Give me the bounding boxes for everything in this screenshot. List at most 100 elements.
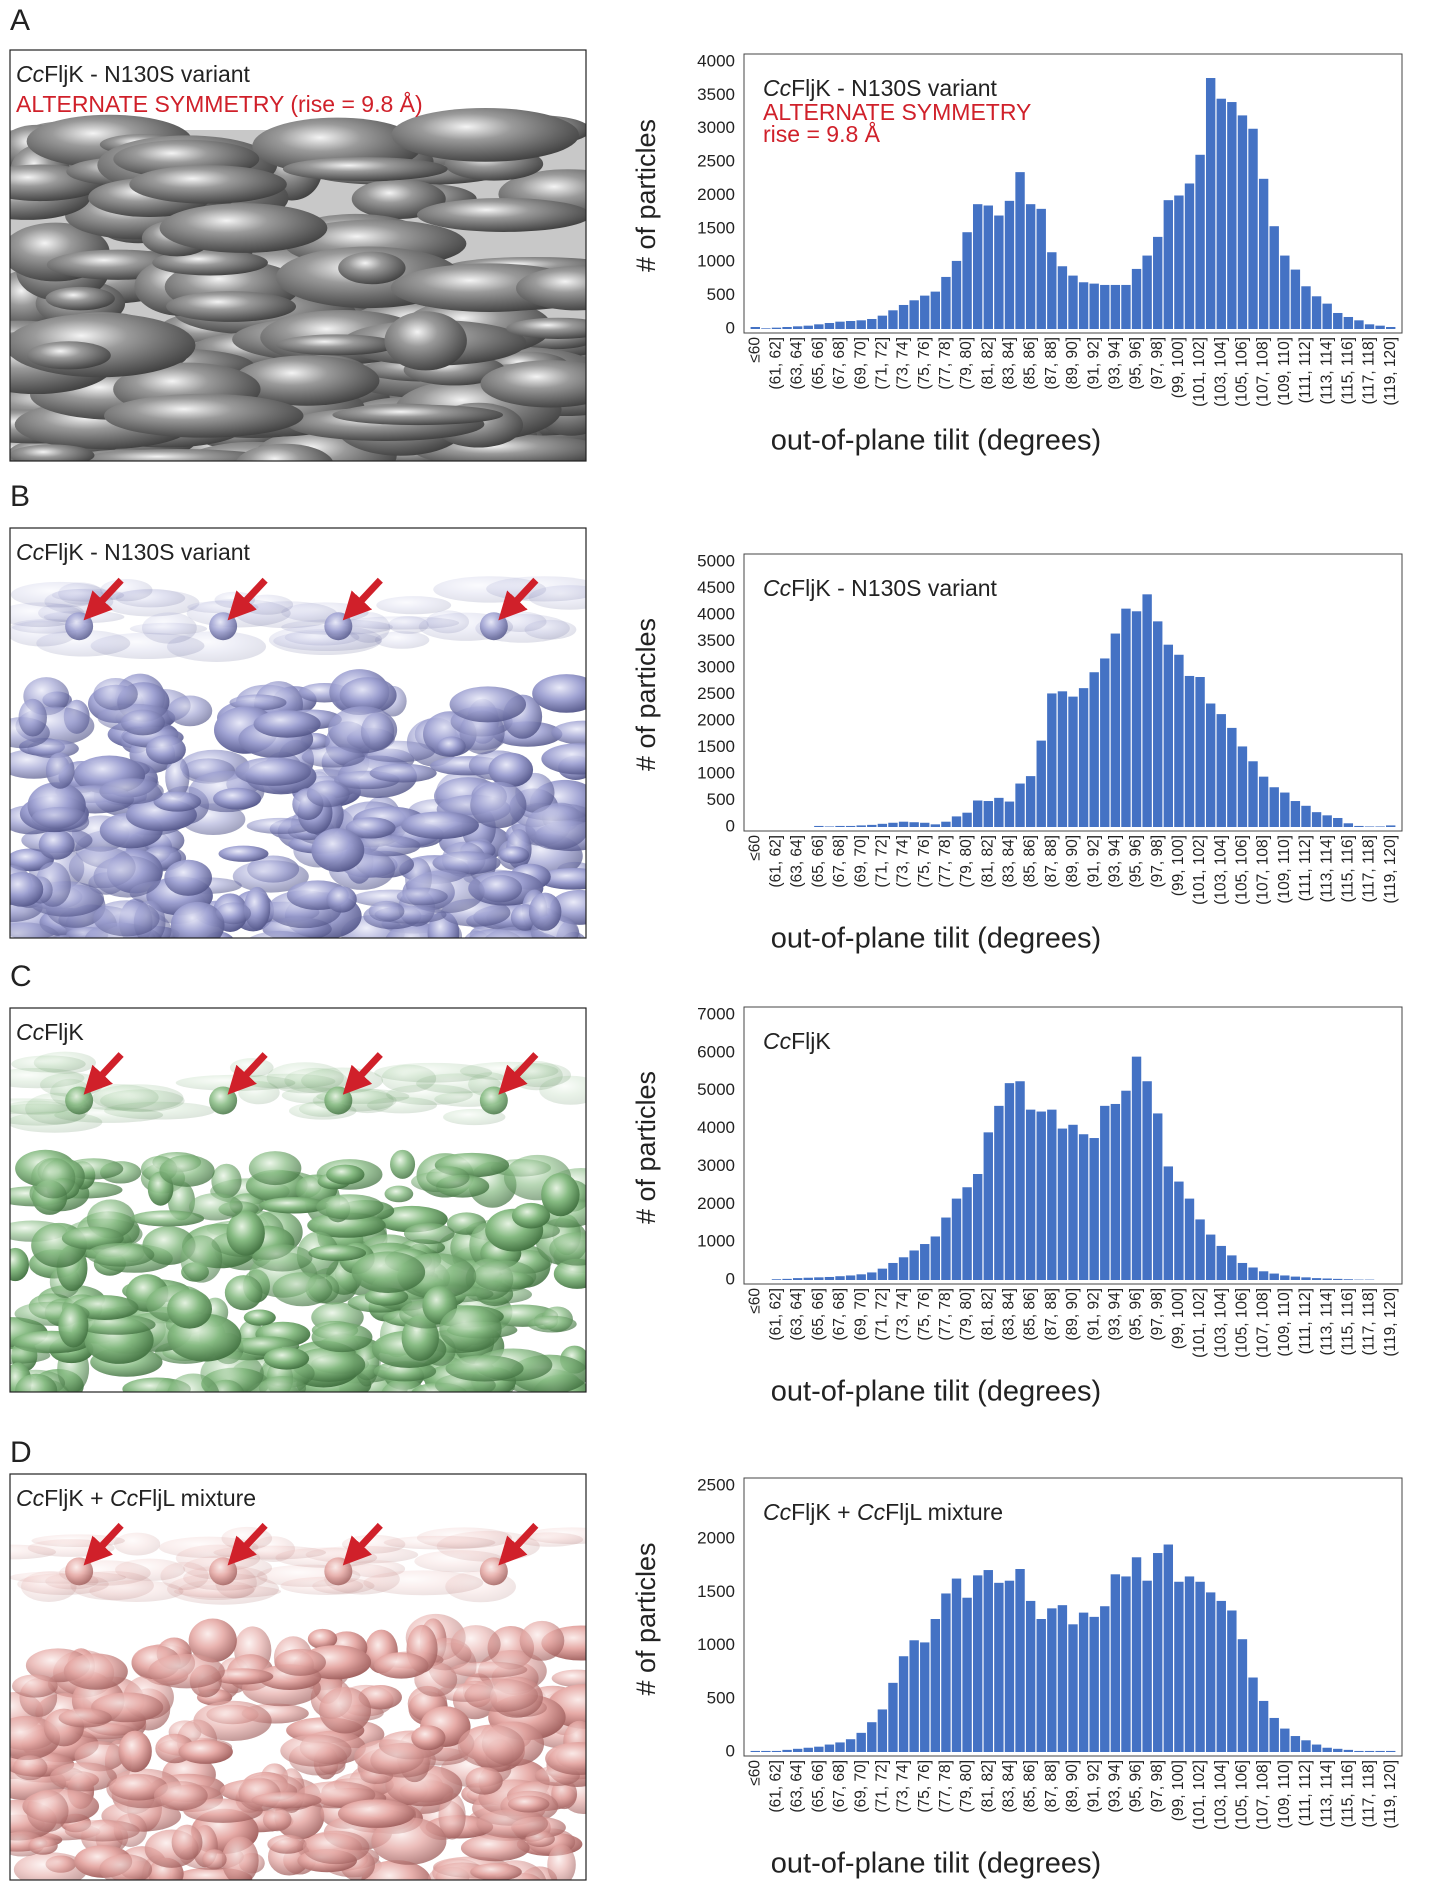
bar xyxy=(1131,611,1142,827)
bar xyxy=(941,1217,951,1280)
x-tick-label: (81, 82] xyxy=(979,1760,996,1813)
text-run: Cc xyxy=(16,539,45,565)
text-run: Cc xyxy=(16,1019,45,1045)
x-tick-label: (77, 78] xyxy=(937,1288,954,1341)
bar xyxy=(824,1744,835,1752)
map-blob xyxy=(527,1315,577,1333)
bar xyxy=(1089,672,1099,827)
x-tick-label: (71, 72] xyxy=(873,337,890,390)
bar xyxy=(750,326,760,329)
bar xyxy=(1089,283,1099,329)
bar xyxy=(1290,1736,1301,1752)
x-tick-label: (93, 94] xyxy=(1106,835,1123,888)
map-knob xyxy=(65,612,94,641)
map-blob xyxy=(145,735,186,765)
bar xyxy=(1386,326,1396,329)
bar xyxy=(845,320,856,329)
bar xyxy=(930,291,941,329)
x-tick-label: (69, 70] xyxy=(852,1760,869,1813)
bar xyxy=(1047,693,1057,827)
map-blob xyxy=(10,922,61,938)
text-run: FljK - N130S variant xyxy=(791,575,997,601)
bar xyxy=(983,1570,993,1752)
y-tick-label: 4000 xyxy=(697,51,735,70)
rich-text: CcFljK + CcFljL mixture xyxy=(16,1485,256,1511)
bar xyxy=(920,822,930,827)
bar xyxy=(1227,1255,1237,1280)
x-tick-label: (67, 68] xyxy=(831,835,848,888)
bar xyxy=(792,1278,803,1280)
map-blob xyxy=(371,1817,447,1865)
panel-letter: C xyxy=(10,960,32,993)
bar xyxy=(1216,98,1226,330)
image-frame xyxy=(9,1473,587,1881)
x-tick-label: (111, 112] xyxy=(1297,337,1314,403)
x-tick-label: (113, 114] xyxy=(1318,1288,1335,1356)
bar xyxy=(835,825,845,827)
x-tick-label: (101, 102] xyxy=(1191,835,1208,905)
bar xyxy=(898,821,909,827)
x-tick-label: (73, 74] xyxy=(895,1760,912,1813)
text-run: Cc xyxy=(857,1499,886,1525)
map-blob xyxy=(351,1251,426,1293)
bar xyxy=(1237,115,1248,330)
y-tick-label: 7000 xyxy=(697,1004,735,1023)
map-blob xyxy=(221,1836,259,1880)
bar xyxy=(877,1268,888,1280)
bar xyxy=(1015,1081,1025,1280)
map-blob xyxy=(130,1210,205,1227)
bar xyxy=(1301,286,1311,329)
map-faint xyxy=(374,631,430,649)
map-blob xyxy=(445,1355,524,1382)
map-blob xyxy=(63,1653,128,1690)
x-tick-label: (63, 64] xyxy=(789,1288,806,1341)
map-blob xyxy=(224,1275,263,1311)
map-knob xyxy=(65,1557,94,1586)
bar xyxy=(898,1656,909,1752)
bar xyxy=(1174,195,1184,329)
bar xyxy=(1068,275,1078,329)
map-blob xyxy=(258,1375,307,1392)
map-blob xyxy=(120,709,166,736)
plot-frame xyxy=(743,1006,1403,1285)
bar xyxy=(1078,1134,1089,1280)
bar xyxy=(1280,1728,1290,1752)
map-blob xyxy=(274,1394,353,1429)
map-blob xyxy=(31,806,89,831)
x-tick-label: (105, 106] xyxy=(1234,337,1251,407)
map-blob xyxy=(374,1652,429,1679)
bar xyxy=(1174,654,1184,827)
map-blob xyxy=(432,851,501,875)
bar xyxy=(1174,1181,1184,1280)
map-blob xyxy=(274,1648,326,1676)
x-tick-label: (77, 78] xyxy=(937,835,954,888)
arrow xyxy=(342,1052,383,1095)
bar xyxy=(1375,826,1385,827)
map-blob xyxy=(460,1834,530,1862)
bar xyxy=(1386,1750,1396,1752)
text-run: FljK - N130S variant xyxy=(44,61,250,87)
x-tick-label: (79, 80] xyxy=(958,337,975,390)
map-blob xyxy=(506,317,586,339)
x-tick-label: (97, 98] xyxy=(1149,1760,1166,1813)
bar xyxy=(1248,1267,1258,1280)
bar xyxy=(983,801,993,827)
bar xyxy=(792,1748,803,1752)
map-blob xyxy=(507,1795,550,1813)
map-blob xyxy=(267,1834,307,1854)
arrow xyxy=(227,1052,268,1095)
map-blob xyxy=(26,341,111,370)
x-tick-label: (71, 72] xyxy=(873,1760,890,1813)
map-blob xyxy=(541,743,586,775)
map-blob xyxy=(180,1235,223,1283)
image-frame xyxy=(9,49,587,462)
bar xyxy=(1100,284,1110,329)
x-tick-label: (77, 78] xyxy=(937,337,954,390)
bar xyxy=(1068,1624,1078,1752)
map-blob xyxy=(263,1347,310,1370)
y-tick-label: 3500 xyxy=(697,631,735,650)
y-tick-label: 1000 xyxy=(697,252,735,271)
bar xyxy=(803,325,813,329)
bar xyxy=(920,1642,930,1752)
map-blob xyxy=(252,1244,313,1272)
